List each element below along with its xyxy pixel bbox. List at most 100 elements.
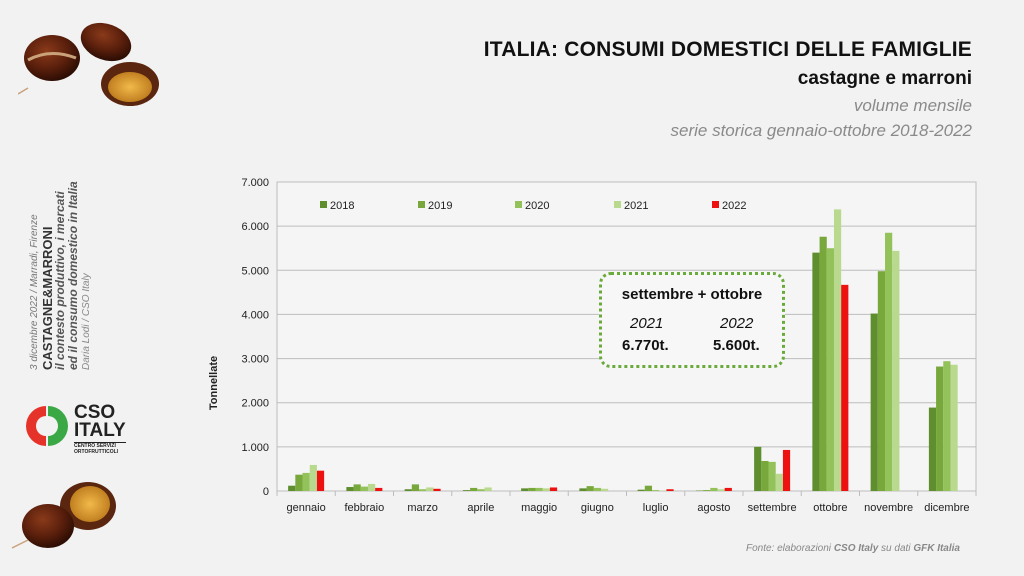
bar-2021-gennaio: [309, 464, 317, 491]
bar-2019-giugno: [586, 486, 594, 491]
legend-swatch: [418, 201, 425, 208]
bar-2020-agosto: [710, 487, 718, 491]
bar-2020-gennaio: [302, 472, 310, 491]
x-tick-label: giugno: [581, 502, 614, 514]
source-footer: Fonte: elaborazioni CSO Italy su dati GF…: [746, 543, 960, 554]
bar-2018-dicembre: [928, 407, 937, 491]
bar-2018-luglio: [637, 489, 645, 491]
bar-2019-ottobre: [819, 236, 827, 491]
bar-2019-febbraio: [353, 484, 361, 491]
chart-subtitle-volume: volume mensile: [853, 96, 972, 115]
x-tick-label: luglio: [643, 502, 669, 514]
y-tick-label: 3.000: [241, 354, 269, 366]
bar-2019-marzo: [411, 484, 420, 491]
bar-2019-agosto: [703, 490, 711, 491]
footer-mid: su dati: [878, 543, 914, 554]
bar-2020-novembre: [885, 232, 893, 491]
y-tick-label: 6.000: [241, 221, 269, 233]
title-block: ITALIA: CONSUMI DOMESTICI DELLE FAMIGLIE…: [484, 38, 972, 141]
bar-2020-aprile: [477, 489, 485, 491]
logo-text-italy: ITALY: [74, 420, 126, 441]
x-tick-label: marzo: [407, 502, 438, 514]
bar-2021-febbraio: [367, 483, 376, 491]
bar-2018-marzo: [404, 489, 412, 491]
bar-2018-novembre: [870, 313, 878, 491]
bar-2019-gennaio: [295, 474, 303, 491]
bar-2019-novembre: [877, 271, 886, 491]
legend-swatch: [320, 201, 327, 208]
bar-2022-ottobre: [841, 284, 849, 491]
footer-source: GFK Italia: [913, 543, 960, 554]
bar-2020-ottobre: [826, 248, 834, 491]
bar-2019-luglio: [644, 485, 653, 491]
x-tick-label: novembre: [864, 502, 913, 514]
bar-2021-ottobre: [833, 209, 842, 491]
logo-text-cso: CSO: [74, 402, 116, 423]
chart-subtitle: castagne e marroni: [797, 68, 972, 89]
y-axis-label: Tonnellate: [208, 356, 220, 410]
footer-org: CSO Italy: [833, 543, 879, 554]
legend-swatch: [712, 201, 719, 208]
legend-label: 2020: [525, 200, 549, 212]
x-tick-label: aprile: [467, 502, 494, 514]
bar-2021-novembre: [892, 250, 900, 491]
bar-2018-gennaio: [288, 485, 296, 491]
bar-2022-gennaio: [316, 470, 325, 491]
bar-2021-giugno: [600, 488, 609, 491]
cso-italy-logo: CSO ITALY CENTRO SERVIZI ORTOFRUTTICOLI: [22, 402, 132, 455]
logo-text-small-2: ORTOFRUTTICOLI: [74, 449, 119, 455]
bar-2022-febbraio: [375, 487, 383, 491]
bar-2018-ottobre: [812, 252, 820, 491]
footer-prefix: Fonte: elaborazioni: [745, 543, 834, 554]
chart-subtitle-series: serie storica gennaio-ottobre 2018-2022: [670, 121, 972, 140]
bar-2018-settembre: [754, 446, 762, 491]
bar-2022-maggio: [549, 487, 558, 491]
x-tick-label: gennaio: [287, 502, 326, 514]
bar-2021-agosto: [717, 489, 725, 491]
x-tick-label: agosto: [697, 502, 730, 514]
legend-item-2019: 2019: [418, 200, 452, 212]
x-tick-label: febbraio: [344, 502, 384, 514]
bar-2022-luglio: [666, 489, 674, 491]
callout-value-2021: 6.770t.: [622, 337, 669, 354]
legend-item-2022: 2022: [712, 200, 746, 212]
x-tick-label: maggio: [521, 502, 557, 514]
bar-2020-marzo: [419, 489, 427, 491]
x-tick-label: ottobre: [813, 502, 847, 514]
callout-year-2022: 2022: [720, 315, 754, 332]
y-tick-label: 5.000: [241, 265, 269, 277]
x-tick-label: dicembre: [924, 502, 969, 514]
bar-2022-agosto: [724, 487, 732, 491]
bar-2018-maggio: [521, 488, 529, 491]
y-tick-label: 7.000: [241, 177, 269, 189]
bar-2018-febbraio: [346, 487, 354, 491]
legend-label: 2022: [722, 200, 746, 212]
bar-2021-dicembre: [950, 364, 958, 491]
legend-item-2020: 2020: [515, 200, 549, 212]
bar-2020-settembre: [768, 461, 776, 491]
legend-label: 2021: [624, 200, 648, 212]
chestnut-image-bottom: [11, 482, 116, 549]
bar-2020-dicembre: [943, 361, 951, 491]
cso-logo-icon: [26, 406, 68, 446]
bar-2021-settembre: [775, 473, 783, 491]
y-tick-label: 0: [263, 486, 269, 498]
bar-2020-maggio: [535, 487, 543, 491]
callout-box: settembre + ottobre 2021 2022 6.770t. 5.…: [599, 272, 785, 368]
bar-2019-settembre: [761, 460, 769, 491]
bar-2021-marzo: [426, 487, 434, 491]
bar-2019-dicembre: [936, 366, 944, 491]
legend-label: 2019: [428, 200, 452, 212]
legend-label: 2018: [330, 200, 354, 212]
callout-heading: settembre + ottobre: [621, 286, 763, 303]
bar-2019-aprile: [470, 487, 478, 491]
chestnut-image-top: [18, 22, 159, 106]
bar-2021-maggio: [542, 488, 550, 491]
bar-2022-settembre: [782, 449, 791, 491]
bar-2018-aprile: [462, 490, 471, 491]
legend-swatch: [614, 201, 621, 208]
bar-2021-aprile: [484, 487, 492, 491]
x-tick-label: settembre: [748, 502, 797, 514]
logo-text-small-1: CENTRO SERVIZI: [74, 442, 126, 449]
